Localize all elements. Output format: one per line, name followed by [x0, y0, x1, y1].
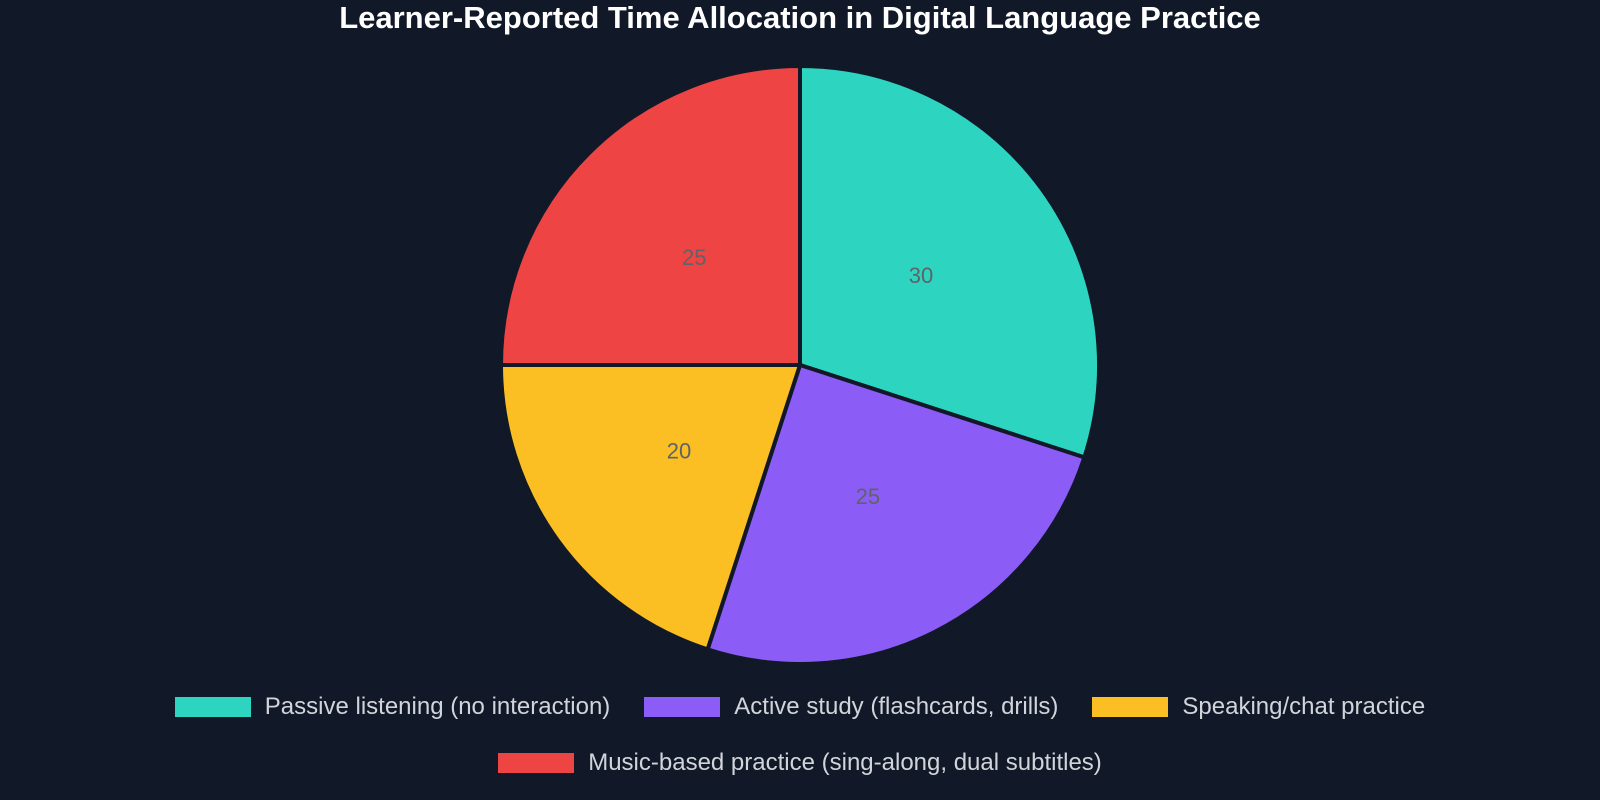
data-label: 30 [909, 263, 933, 288]
legend-label: Passive listening (no interaction) [264, 693, 611, 720]
legend-label: Speaking/chat practice [1182, 693, 1426, 720]
pie-slice [499, 363, 802, 652]
legend-label: Music-based practice (sing-along, dual s… [588, 749, 1102, 776]
legend-item: Active study (flashcards, drills) [644, 692, 1058, 722]
pie-slice [499, 64, 802, 367]
legend-swatch [174, 697, 251, 717]
legend-item: Speaking/chat practice [1092, 692, 1425, 722]
legend-swatch [644, 697, 721, 717]
data-label: 20 [667, 439, 691, 464]
legend-item: Passive listening (no interaction) [174, 692, 611, 722]
legend-swatch [1092, 697, 1169, 717]
chart: Learner-Reported Time Allocation in Digi… [339, 0, 1261, 666]
pie-slice [798, 64, 1101, 460]
legend: Passive listening (no interaction) Active… [140, 692, 1460, 778]
data-label: 25 [856, 484, 880, 509]
data-label: 25 [682, 245, 706, 270]
legend-label: Active study (flashcards, drills) [734, 693, 1059, 720]
legend-swatch [498, 753, 575, 773]
pie-slice [705, 363, 1087, 666]
chart-title: Learner-Reported Time Allocation in Digi… [339, 0, 1261, 35]
legend-item: Music-based practice (sing-along, dual s… [498, 748, 1102, 778]
